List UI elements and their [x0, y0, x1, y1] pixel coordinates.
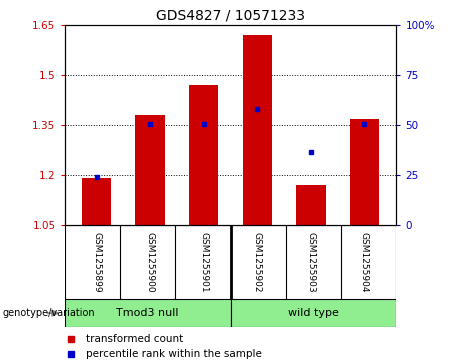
- Text: GSM1255903: GSM1255903: [306, 232, 315, 293]
- Text: GSM1255904: GSM1255904: [360, 232, 369, 293]
- Text: GSM1255899: GSM1255899: [92, 232, 101, 293]
- Text: GSM1255901: GSM1255901: [199, 232, 208, 293]
- Text: GSM1255900: GSM1255900: [146, 232, 155, 293]
- Title: GDS4827 / 10571233: GDS4827 / 10571233: [156, 9, 305, 23]
- Bar: [189, 85, 219, 225]
- Bar: [349, 119, 379, 225]
- Bar: [136, 115, 165, 225]
- Bar: [65, 299, 230, 327]
- Text: genotype/variation: genotype/variation: [2, 308, 95, 318]
- Text: GSM1255902: GSM1255902: [253, 232, 262, 293]
- Bar: [296, 185, 325, 225]
- Text: Tmod3 null: Tmod3 null: [116, 308, 179, 318]
- Text: wild type: wild type: [288, 308, 339, 318]
- Bar: [242, 35, 272, 225]
- Text: transformed count: transformed count: [86, 334, 183, 344]
- Text: percentile rank within the sample: percentile rank within the sample: [86, 349, 262, 359]
- Bar: [230, 299, 396, 327]
- Bar: [82, 179, 112, 225]
